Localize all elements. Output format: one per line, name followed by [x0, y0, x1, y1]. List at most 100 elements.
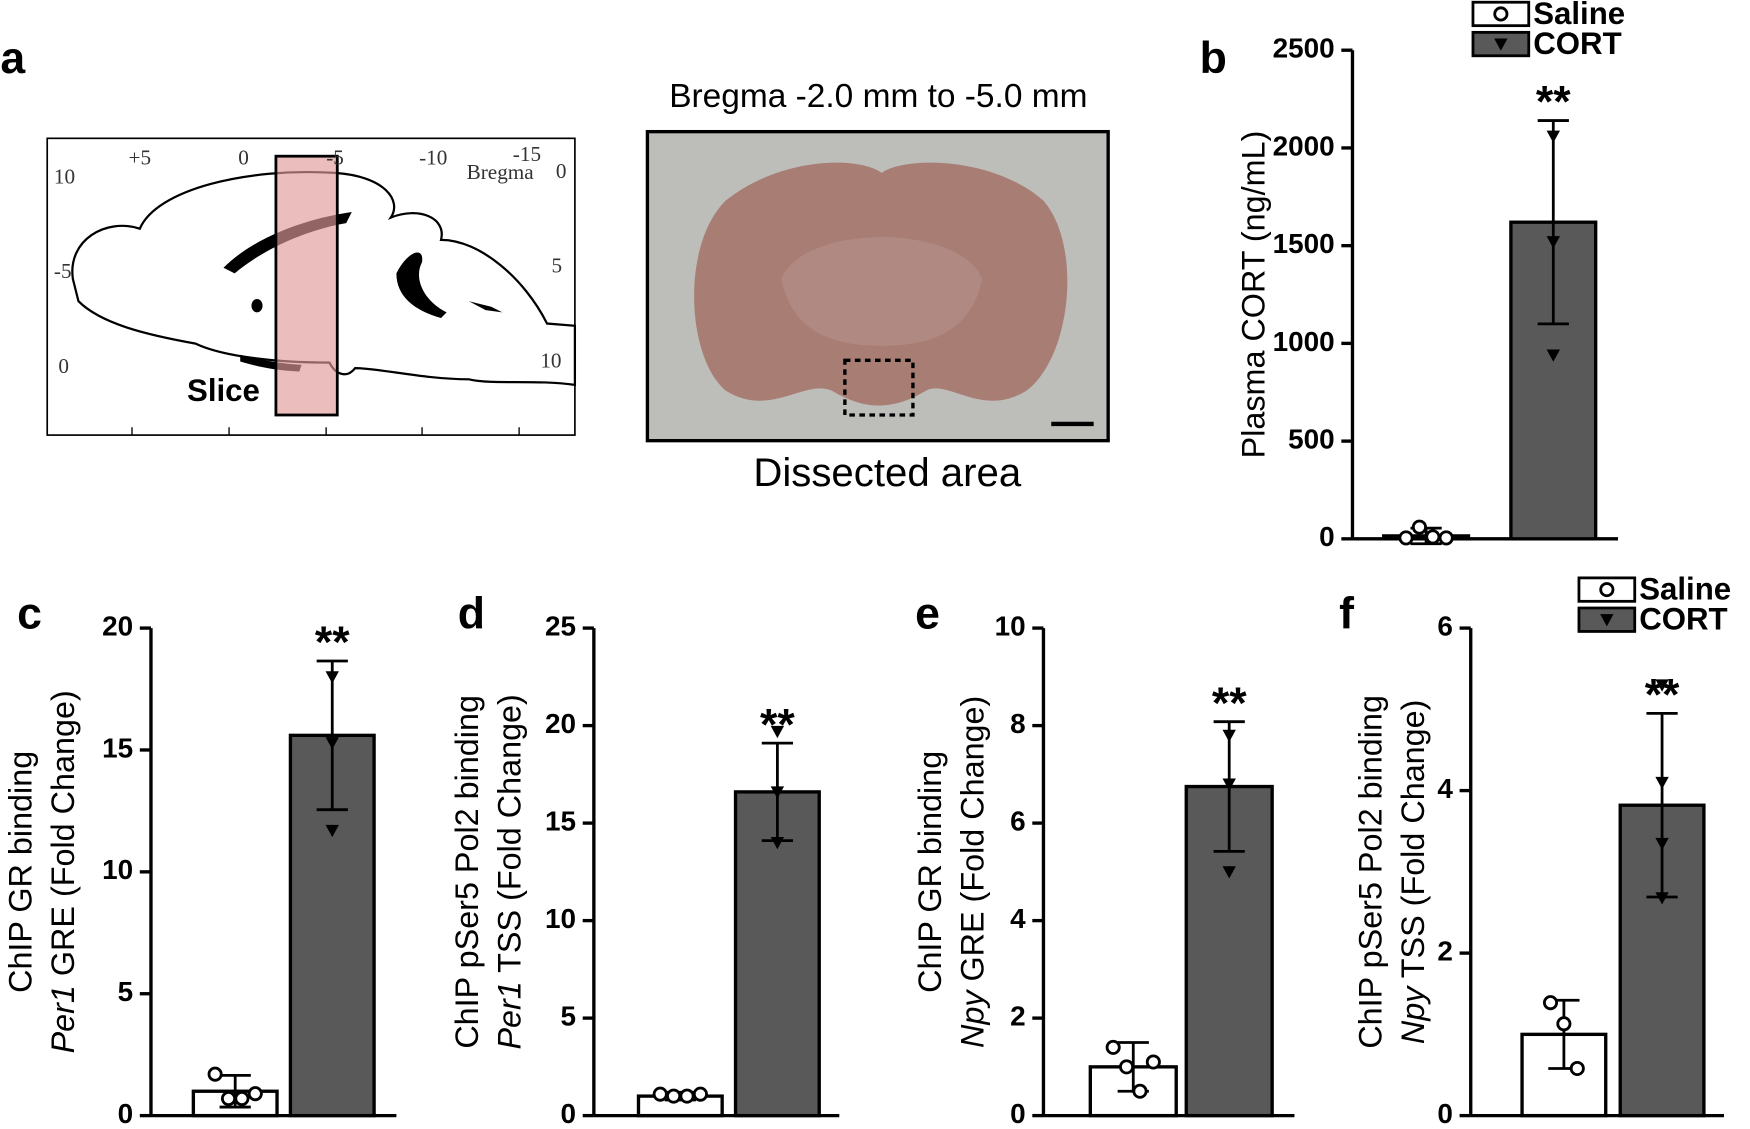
y-tick-label: 10 — [995, 610, 1026, 641]
y-axis-label-part: Npy — [954, 989, 990, 1048]
y-axis-label-part: TSS (Fold Change) — [491, 694, 527, 981]
data-point — [220, 1091, 237, 1107]
y-axis-label-part: ChIP GR binding — [911, 751, 947, 993]
y-axis-label-part: ChIP pSer5 Pol2 binding — [448, 695, 484, 1049]
slice-box — [274, 154, 339, 417]
atlas-ticks — [131, 427, 520, 436]
y-tick-label: 20 — [545, 708, 576, 739]
y-tick-label: 1500 — [1273, 228, 1335, 259]
bar-chart: b Plasma CORT (ng/mL) 0 500 1000 1500 2000 2500… — [1200, 0, 1626, 552]
atlas-label: -15 — [513, 142, 541, 166]
data-point — [770, 725, 785, 739]
atlas-label: 10 — [540, 348, 561, 372]
y-tick-label: 10 — [102, 854, 133, 885]
data-point — [1655, 679, 1669, 692]
atlas-label: +5 — [129, 145, 152, 169]
legend-marker — [1494, 38, 1508, 51]
y-axis-label: Per1 TSS (Fold Change) — [491, 694, 527, 1049]
y-tick-label: 0 — [1010, 1098, 1026, 1129]
y-tick-label: 10 — [545, 903, 576, 934]
legend-label: Saline — [1533, 0, 1625, 31]
y-axis-label-part: Per1 — [491, 981, 527, 1049]
data-point — [1145, 1054, 1161, 1070]
data-point — [770, 786, 785, 799]
atlas-label: 10 — [54, 164, 75, 188]
y-axis-label-part: GRE (Fold Change) — [45, 690, 81, 985]
y-tick-label: 0 — [1319, 521, 1335, 552]
atlas-label: 5 — [551, 254, 562, 278]
data-point — [652, 1086, 668, 1102]
atlas-label: -5 — [54, 259, 72, 283]
data-point — [1222, 729, 1236, 743]
brain-inner — [781, 237, 983, 346]
y-axis-label-part: TSS (Fold Change) — [1395, 700, 1431, 987]
atlas-label: -5 — [326, 145, 344, 169]
brain-outline — [71, 171, 577, 387]
photo-title: Bregma -2.0 mm to -5.0 mm — [669, 78, 1087, 115]
data-point — [1132, 1083, 1148, 1099]
y-axis-label-part: Plasma CORT (ng/mL) — [1235, 131, 1271, 459]
y-tick-label: 5 — [561, 1000, 577, 1031]
y-tick-label: 0 — [561, 1098, 577, 1129]
data-point — [247, 1086, 263, 1102]
data-point — [1119, 1059, 1135, 1075]
y-axis-label-part: Per1 — [45, 985, 81, 1053]
y-tick-label: 15 — [102, 732, 133, 763]
y-axis-label: ChIP pSer5 Pol2 binding — [1352, 695, 1388, 1049]
bar-chart: d ChIP pSer5 Pol2 binding Per1 TSS (Fold C… — [448, 590, 840, 1129]
legend-marker — [1600, 614, 1614, 627]
slice-label: Slice — [187, 373, 260, 408]
data-point — [207, 1066, 223, 1082]
y-tick-label: 2 — [1010, 1000, 1026, 1031]
y-tick-label: 4 — [1437, 773, 1453, 804]
y-tick-label: 8 — [1010, 708, 1026, 739]
data-point — [770, 837, 785, 850]
panel-label: f — [1339, 590, 1354, 639]
y-axis-label: Npy TSS (Fold Change) — [1395, 700, 1431, 1045]
significance: ** — [1212, 679, 1247, 728]
y-tick-label: 4 — [1010, 903, 1026, 934]
y-axis-label: ChIP pSer5 Pol2 binding — [448, 695, 484, 1049]
error-bar — [1537, 119, 1569, 326]
y-axis-label: Plasma CORT (ng/mL) — [1235, 131, 1271, 459]
data-point — [1425, 529, 1441, 545]
significance: ** — [1645, 671, 1680, 720]
y-axis-label: Per1 GRE (Fold Change) — [45, 690, 81, 1053]
atlas-label: 0 — [238, 145, 249, 169]
legend-label: CORT — [1533, 26, 1621, 61]
significance: ** — [1536, 78, 1571, 127]
error-bar — [316, 659, 348, 812]
data-point — [1542, 995, 1559, 1011]
y-axis-label-part: ChIP pSer5 Pol2 binding — [1352, 695, 1388, 1049]
y-axis-label-part: GRE (Fold Change) — [954, 696, 990, 991]
y-tick-label: 6 — [1010, 805, 1026, 836]
data-point — [692, 1086, 708, 1102]
data-point — [325, 824, 339, 838]
legend-label: Saline — [1639, 572, 1731, 607]
atlas-label: 0 — [556, 159, 567, 183]
y-axis-label: Npy GRE (Fold Change) — [954, 696, 990, 1048]
data-point — [1569, 1060, 1585, 1077]
data-point — [666, 1088, 682, 1104]
data-point — [1105, 1039, 1121, 1055]
bar-chart: f ChIP pSer5 Pol2 binding Npy TSS (Fold Ch… — [1339, 572, 1731, 1129]
data-point — [1655, 776, 1669, 790]
data-point — [1546, 130, 1560, 143]
data-point — [1655, 837, 1669, 851]
atlas-label: Bregma — [467, 160, 535, 184]
y-tick-label: 15 — [545, 805, 576, 836]
data-point — [1222, 866, 1236, 879]
y-axis-label-part: Npy — [1395, 985, 1431, 1044]
significance: ** — [315, 618, 350, 667]
data-point — [325, 671, 339, 684]
panel-a: a Slice +5 0 -5 -10 -15 Bregma 10 -5 0 0… — [0, 34, 1110, 495]
panel-label: e — [915, 590, 940, 639]
y-axis-label: ChIP GR binding — [911, 751, 947, 993]
legend-marker — [1599, 582, 1615, 598]
data-point — [1438, 530, 1454, 546]
data-point — [1398, 530, 1414, 546]
atlas-label: 0 — [58, 354, 69, 378]
y-tick-label: 25 — [545, 610, 576, 641]
